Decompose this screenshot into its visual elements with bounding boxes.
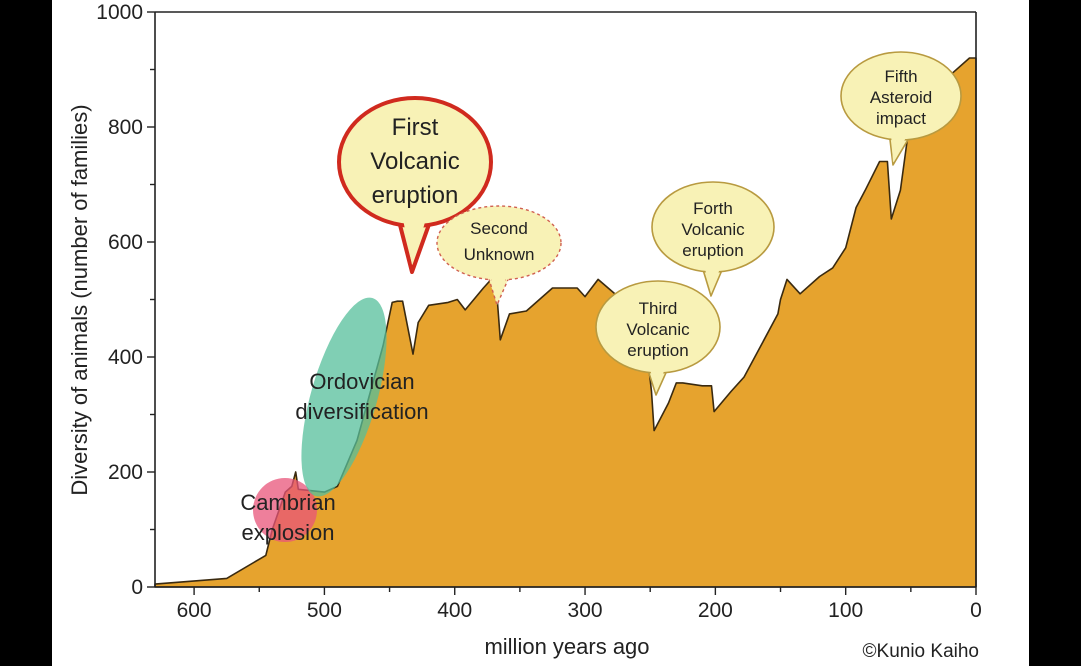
y-tick-label: 1000 [96, 1, 143, 24]
y-tick-label: 600 [108, 231, 143, 254]
x-tick-label: 0 [970, 599, 982, 622]
x-tick-label: 500 [307, 599, 342, 622]
y-tick-label: 400 [108, 346, 143, 369]
credit-text: ©Kunio Kaiho [863, 641, 979, 662]
y-axis-title: Diversity of animals (number of families… [67, 104, 92, 495]
cambrian-label: Cambrian explosion [240, 490, 335, 545]
forth-volcanic-label: Forth Volcanic eruption [681, 199, 745, 260]
y-tick-label: 200 [108, 461, 143, 484]
ordovician-highlight [301, 297, 387, 497]
forth-volcanic-bubble-tail-cover [702, 259, 724, 294]
x-tick-label: 200 [698, 599, 733, 622]
first-volcanic-label: First Volcanic eruption [370, 114, 459, 209]
third-volcanic-bubble [595, 280, 721, 396]
forth-volcanic-bubble [651, 181, 775, 297]
cambrian-highlight [253, 478, 317, 542]
x-tick-label: 400 [437, 599, 472, 622]
x-tick-label: 600 [177, 599, 212, 622]
x-tick-label: 100 [828, 599, 863, 622]
third-volcanic-label: Third Volcanic eruption [626, 299, 690, 360]
x-tick-label: 300 [568, 599, 603, 622]
ordovician-label: Ordovician diversification [295, 369, 428, 424]
x-axis-title: million years ago [484, 634, 649, 659]
y-tick-label: 800 [108, 116, 143, 139]
third-volcanic-bubble-tail-cover [647, 359, 669, 393]
first-volcanic-bubble [337, 96, 493, 274]
chart-frame: 0 200 400 600 800 1000 600 500 400 300 200 100 0 Cam… [52, 0, 1029, 666]
fifth-asteroid-label: Fifth Asteroid impact [870, 67, 932, 128]
y-tick-label: 0 [131, 576, 143, 599]
second-unknown-label: Second Unknown [464, 219, 535, 264]
second-unknown-bubble-tail-cover [488, 268, 510, 303]
fifth-asteroid-bubble [840, 51, 962, 166]
second-unknown-bubble [436, 205, 562, 306]
fifth-asteroid-bubble-tail-cover [890, 127, 912, 163]
first-volcanic-bubble-tail-cover [401, 209, 429, 265]
